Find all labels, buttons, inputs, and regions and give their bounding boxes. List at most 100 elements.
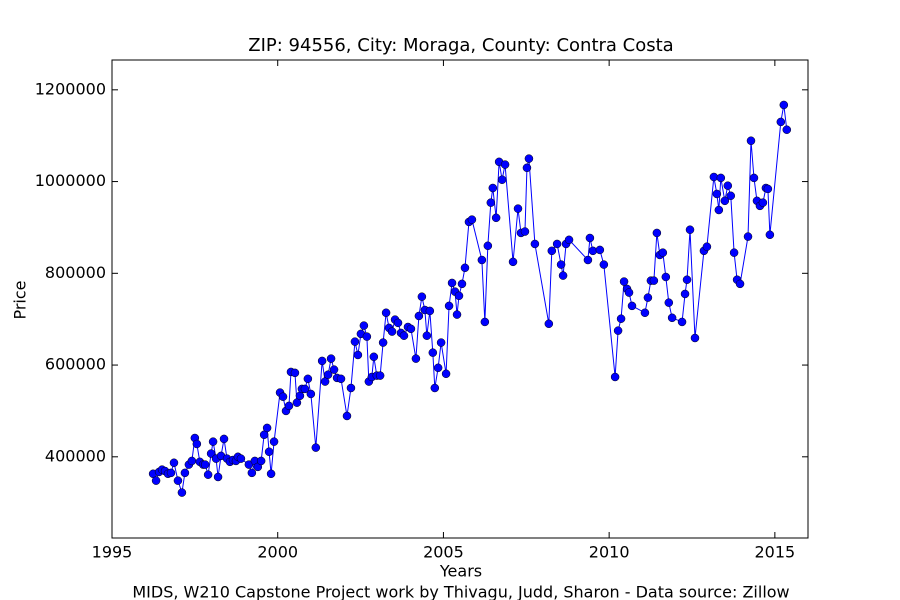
data-point [256, 456, 266, 466]
data-point [649, 276, 659, 285]
data-point [236, 454, 246, 463]
data-point [169, 458, 179, 468]
price-line [152, 104, 788, 493]
x-tick-label: 2000 [257, 543, 298, 562]
x-tick-label: 2005 [423, 543, 464, 562]
data-point [180, 468, 190, 478]
data-point [723, 181, 733, 190]
data-point [378, 338, 388, 347]
data-point [702, 242, 712, 251]
data-point [735, 279, 745, 289]
data-point [595, 245, 605, 255]
data-point [428, 348, 438, 357]
data-point [350, 337, 360, 346]
data-point [346, 383, 356, 393]
data-point [765, 230, 775, 240]
data-point [441, 369, 451, 379]
data-point [680, 289, 690, 299]
data-point [716, 173, 726, 183]
data-point [454, 291, 464, 301]
data-point [213, 472, 223, 482]
data-point [311, 443, 321, 452]
data-point [547, 246, 557, 256]
data-point [610, 372, 620, 382]
data-point [508, 257, 518, 267]
data-point [720, 196, 730, 206]
data-point [247, 468, 257, 478]
data-point [300, 384, 310, 394]
data-point [616, 314, 626, 323]
data-point [746, 136, 756, 145]
data-point [477, 255, 487, 265]
data-point [422, 331, 432, 340]
data-point [323, 370, 333, 379]
data-point [203, 470, 213, 479]
data-point [782, 125, 792, 134]
data-point [640, 308, 650, 318]
data-point [486, 198, 496, 207]
data-point [200, 460, 210, 469]
data-point [359, 321, 369, 330]
data-point [329, 365, 339, 374]
data-point [452, 310, 462, 319]
data-point [284, 401, 294, 411]
data-point [627, 301, 637, 311]
data-point [749, 173, 759, 183]
data-point [264, 447, 274, 457]
data-point [447, 278, 457, 288]
data-point [513, 204, 523, 213]
data-point [664, 298, 674, 307]
data-point [712, 189, 722, 199]
data-point [303, 374, 313, 384]
data-point [177, 488, 187, 497]
data-point [436, 338, 446, 347]
y-tick-label: 800000 [45, 263, 106, 282]
data-point [151, 476, 161, 485]
plot-frame [111, 59, 809, 539]
data-point [425, 306, 435, 316]
data-point [369, 352, 379, 362]
data-point [353, 350, 363, 360]
data-point [658, 248, 668, 257]
data-point [652, 228, 662, 238]
data-point [709, 172, 719, 182]
y-tick-label: 1200000 [35, 79, 106, 98]
data-point [556, 260, 566, 269]
data-point [491, 213, 501, 223]
data-point [306, 389, 316, 399]
data-point [743, 232, 753, 241]
data-point [583, 255, 593, 265]
data-point [677, 317, 687, 327]
data-point [266, 469, 276, 479]
data-point [522, 163, 532, 173]
data-point [326, 354, 336, 363]
data-point [206, 449, 216, 458]
data-point [643, 293, 653, 302]
data-point [779, 100, 789, 110]
y-axis-label: Price [11, 280, 30, 319]
data-point [444, 301, 454, 311]
data-point [497, 175, 507, 184]
data-point [166, 468, 176, 478]
data-point [414, 311, 424, 321]
x-tick-label: 2010 [589, 543, 630, 562]
data-point [411, 354, 421, 363]
data-point [417, 292, 427, 301]
data-point [520, 227, 530, 236]
data-point [460, 263, 470, 273]
data-point [524, 154, 534, 163]
data-point [208, 437, 218, 446]
data-point [362, 332, 372, 341]
data-point [381, 308, 391, 318]
data-point [690, 333, 700, 343]
data-point [399, 331, 409, 340]
data-point [317, 356, 327, 366]
x-tick-label: 2015 [754, 543, 795, 562]
data-point [619, 277, 629, 286]
data-point [776, 117, 786, 127]
data-point [278, 392, 288, 401]
data-point [262, 423, 272, 433]
data-point [375, 371, 385, 380]
data-point [624, 288, 634, 297]
data-point [729, 248, 739, 257]
